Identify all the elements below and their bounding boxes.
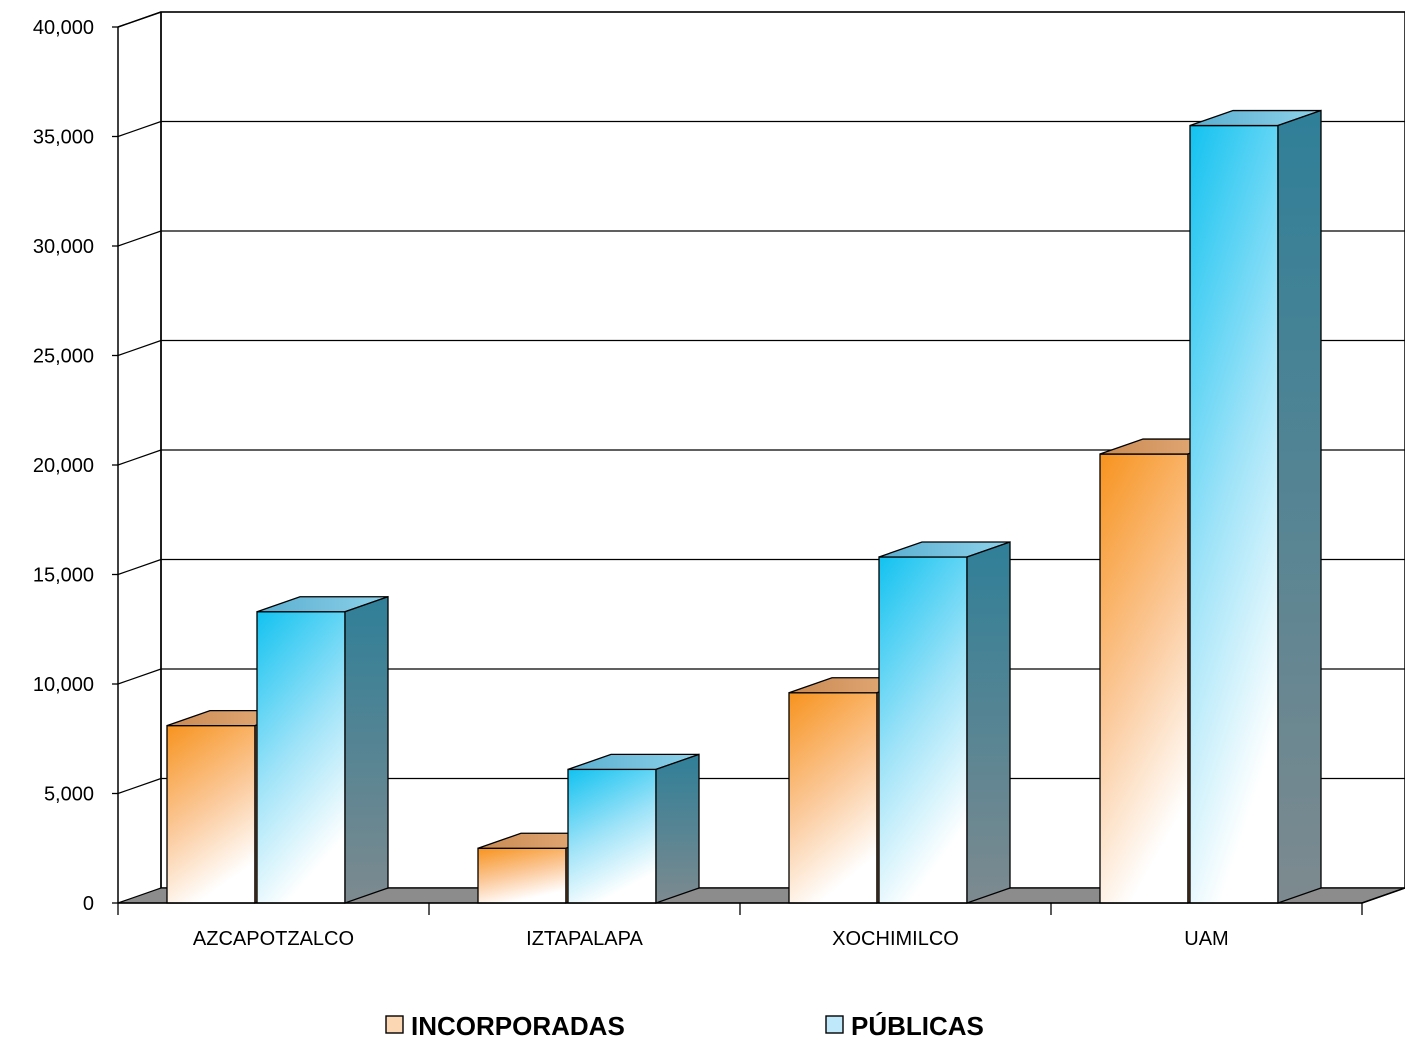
legend-label: INCORPORADAS bbox=[411, 1011, 625, 1041]
bar bbox=[256, 595, 389, 904]
x-tick-label: IZTAPALAPA bbox=[526, 928, 643, 950]
gridline-side bbox=[117, 777, 162, 795]
x-axis-end bbox=[1361, 887, 1405, 904]
bar-front bbox=[477, 847, 567, 904]
bar bbox=[878, 541, 1011, 904]
y-tick-label: 35,000 bbox=[33, 127, 94, 149]
gridline-side bbox=[117, 449, 162, 466]
gridline-side bbox=[117, 120, 162, 138]
bar-front bbox=[788, 692, 878, 904]
bar-front bbox=[1099, 453, 1189, 904]
y-tick-label: 15,000 bbox=[33, 565, 94, 587]
bar-front bbox=[166, 724, 256, 904]
bar-front bbox=[1189, 124, 1279, 904]
legend-swatch bbox=[385, 1015, 404, 1034]
bar-front bbox=[256, 611, 346, 904]
bar bbox=[567, 753, 700, 904]
x-tick-label: UAM bbox=[1184, 928, 1228, 950]
x-tick-label: XOCHIMILCO bbox=[832, 928, 959, 950]
bar-front bbox=[878, 556, 968, 904]
gridline-side bbox=[117, 230, 162, 247]
y-tick-label: 25,000 bbox=[33, 346, 94, 368]
bar-front bbox=[567, 768, 657, 904]
gridline-side bbox=[117, 558, 162, 576]
legend-item: PÚBLICAS bbox=[825, 1011, 984, 1041]
legend-swatch bbox=[825, 1015, 844, 1034]
legend-item: INCORPORADAS bbox=[385, 1011, 625, 1041]
y-tick-label: 5,000 bbox=[44, 784, 94, 806]
y-tick-label: 10,000 bbox=[33, 674, 94, 696]
bar-side bbox=[966, 541, 1011, 904]
bar-side bbox=[344, 595, 389, 904]
y-tick-label: 0 bbox=[83, 893, 94, 915]
y-tick-label: 40,000 bbox=[33, 17, 94, 39]
y-tick-label: 20,000 bbox=[33, 455, 94, 477]
legend-label: PÚBLICAS bbox=[851, 1011, 984, 1041]
bar-side bbox=[655, 753, 700, 904]
y-axis-top bbox=[117, 11, 162, 28]
gridline-side bbox=[117, 668, 162, 685]
x-tick-label: AZCAPOTZALCO bbox=[193, 928, 354, 950]
bar bbox=[1189, 109, 1322, 904]
gridline-side bbox=[117, 339, 162, 357]
bar-side bbox=[1277, 109, 1322, 904]
y-tick-label: 30,000 bbox=[33, 236, 94, 258]
